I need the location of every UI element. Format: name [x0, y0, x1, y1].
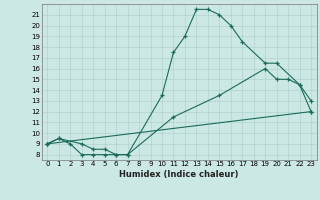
X-axis label: Humidex (Indice chaleur): Humidex (Indice chaleur): [119, 170, 239, 179]
